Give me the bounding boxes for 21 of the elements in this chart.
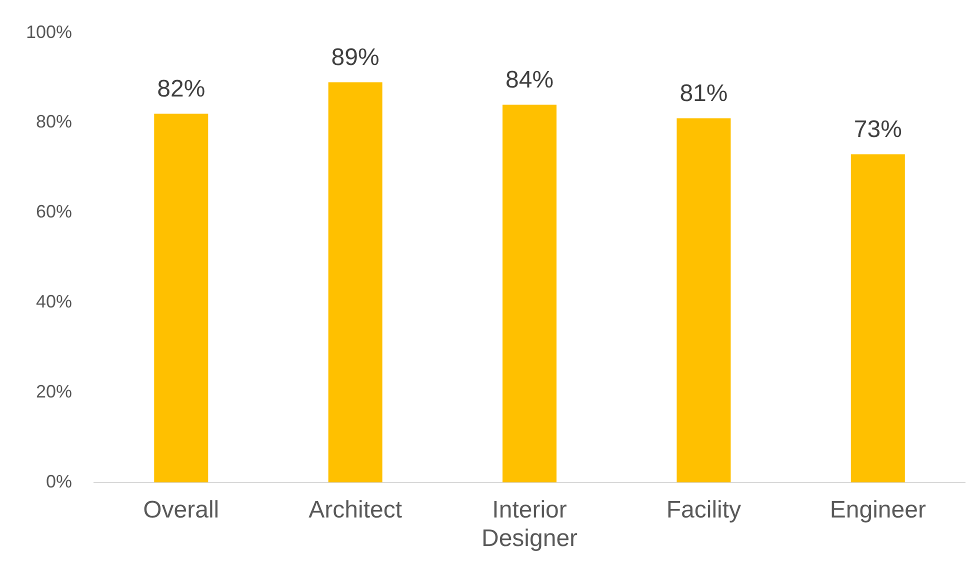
bar: [328, 82, 382, 482]
x-tick-label: Interior Designer: [481, 496, 578, 552]
y-tick-label: 100%: [26, 22, 72, 42]
y-tick-label: 20%: [36, 381, 72, 402]
x-tick-label: Overall: [143, 496, 220, 524]
y-tick-label: 80%: [36, 112, 72, 132]
x-tick-label: Facility: [666, 496, 742, 524]
bar: [502, 104, 557, 482]
y-tick-label: 40%: [36, 292, 72, 312]
bar: [850, 154, 905, 482]
data-label: 81%: [680, 80, 728, 107]
bar: [676, 118, 731, 482]
data-label: 84%: [505, 66, 554, 94]
data-label: 89%: [331, 44, 380, 71]
y-tick-label: 0%: [46, 471, 72, 492]
x-tick-label: Architect: [308, 496, 402, 524]
data-label: 73%: [854, 116, 902, 143]
x-tick-label: Engineer: [830, 496, 926, 524]
bar: [154, 114, 208, 482]
data-label: 82%: [157, 75, 206, 102]
y-tick-label: 60%: [36, 202, 72, 222]
